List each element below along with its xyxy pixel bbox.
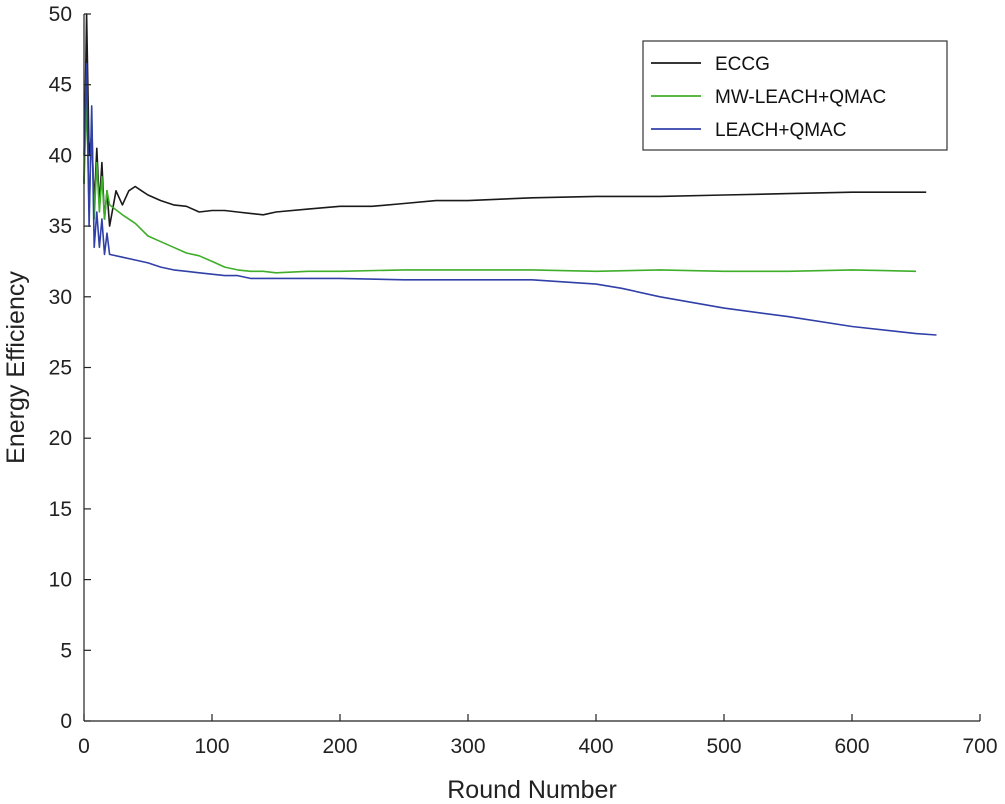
x-tick-label: 300 [450,735,485,758]
axes: 0 100 200 300 400 500 600 700 0 5 10 15 20 25 30 35 40 45… [49,3,998,758]
x-tick-label: 500 [706,735,741,758]
y-tick-label: 5 [60,639,72,662]
y-tick-label: 45 [49,74,72,97]
y-tick-label: 20 [49,427,72,450]
series-line-mw-leach-qmac [83,98,917,274]
series-line-leach-qmac [83,62,937,336]
y-tick-label: 25 [49,357,72,380]
y-tick-label: 0 [60,710,72,733]
legend-label: LEACH+QMAC [715,120,846,141]
y-tick-label: 40 [49,144,72,167]
y-tick-label: 35 [49,215,72,238]
legend: ECCG MW-LEACH+QMAC LEACH+QMAC [642,40,948,151]
y-tick-label: 10 [49,569,72,592]
y-axis-title: Energy Efficiency [2,271,30,464]
series-line-eccg [83,13,927,227]
x-tick-label: 200 [322,735,357,758]
y-tick-label: 50 [49,3,72,26]
x-tick-label: 400 [578,735,613,758]
series-layer [83,13,937,336]
legend-label: MW-LEACH+QMAC [715,87,886,108]
x-axis-title: Round Number [447,776,617,804]
x-tick-label: 700 [962,735,997,758]
y-tick-label: 15 [49,498,72,521]
legend-label: ECCG [715,54,770,75]
x-tick-label: 0 [78,735,90,758]
x-tick-label: 600 [834,735,869,758]
y-tick-label: 30 [49,286,72,309]
x-tick-label: 100 [194,735,229,758]
